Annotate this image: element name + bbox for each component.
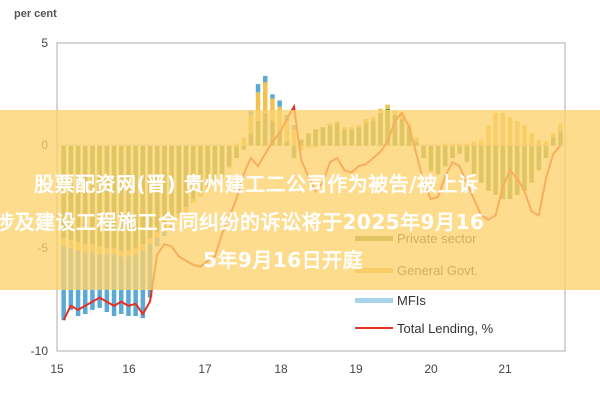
x-tick-17: 17 <box>198 362 212 376</box>
bar-segment <box>263 82 268 113</box>
headline-banner <box>0 110 600 290</box>
x-tick-19: 19 <box>349 362 363 376</box>
y-tick-minus-10: -10 <box>30 344 48 358</box>
x-tick-20: 20 <box>424 362 438 376</box>
x-tick-16: 16 <box>122 362 136 376</box>
bar-segment <box>270 94 275 99</box>
headline-line-2: 涉及建设工程施工合同纠纷的诉讼将于2025年9月16 <box>0 210 485 234</box>
total-lending-line-icon <box>355 327 393 329</box>
x-tick-15: 15 <box>50 362 64 376</box>
mfis-swatch-icon <box>355 297 393 303</box>
bar-segment <box>263 75 268 83</box>
legend-item-mfis: MFIs <box>355 290 555 310</box>
bar-segment <box>277 100 282 107</box>
bar-segment <box>255 84 261 93</box>
legend-item-total-lending: Total Lending, % <box>355 318 555 338</box>
headline-line-3: 5年9月16日开庭 <box>203 248 364 272</box>
y-tick-5: 5 <box>41 36 48 50</box>
x-tick-21: 21 <box>498 362 512 376</box>
y-axis-unit-label: per cent <box>14 8 57 20</box>
bar-segment <box>385 104 390 109</box>
bar-segment <box>255 92 261 121</box>
x-tick-18: 18 <box>274 362 288 376</box>
bar-segment <box>270 98 275 121</box>
headline-line-1: 股票配资网(晋) 贵州建工二公司作为被告/被上诉 <box>34 172 479 196</box>
